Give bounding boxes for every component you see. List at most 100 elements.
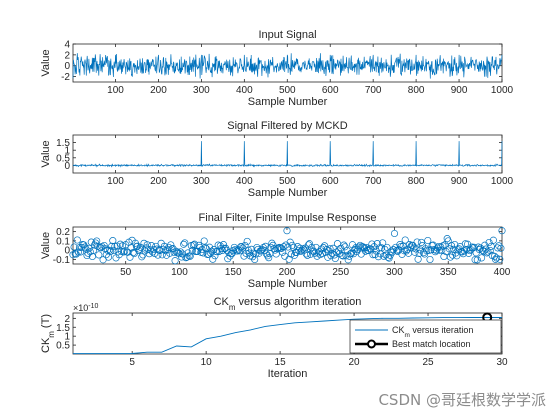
- data-point: [141, 247, 149, 255]
- data-point: [86, 248, 94, 256]
- y-tick-label: 1.5: [56, 323, 70, 334]
- data-point: [439, 242, 447, 250]
- data-point: [217, 244, 225, 252]
- data-point: [201, 244, 209, 252]
- data-point: [473, 256, 481, 264]
- x-tick-label: 300: [193, 85, 210, 96]
- data-point: [285, 255, 293, 263]
- data-point: [70, 243, 78, 251]
- data-point: [390, 229, 399, 238]
- data-point: [469, 244, 477, 252]
- x-tick-label: 30: [496, 357, 508, 368]
- y-tick-label: 0: [64, 61, 70, 72]
- data-point: [262, 250, 271, 258]
- x-tick-label: 600: [322, 85, 339, 96]
- data-point: [238, 243, 246, 251]
- data-point: [119, 248, 128, 256]
- data-point: [211, 252, 219, 260]
- data-point: [159, 245, 167, 253]
- data-point: [200, 237, 208, 245]
- data-point: [344, 256, 352, 264]
- data-point: [358, 243, 366, 251]
- data-point: [471, 256, 479, 264]
- data-point: [484, 248, 492, 256]
- chart-title: Signal Filtered by MCKD: [227, 120, 347, 132]
- data-point: [221, 245, 229, 253]
- data-point: [121, 247, 129, 256]
- data-point: [426, 255, 434, 264]
- series-line: [72, 141, 503, 168]
- data-point: [188, 247, 196, 255]
- y-tick-label: -2: [61, 72, 70, 83]
- data-point: [368, 240, 376, 248]
- y-axis-label: Value: [40, 140, 52, 167]
- plot-area: [72, 141, 503, 168]
- data-point: [288, 241, 296, 249]
- legend-circle-icon: [367, 339, 376, 349]
- data-point: [181, 239, 189, 247]
- chart-title: Final Filter, Finite Impulse Response: [199, 212, 377, 224]
- data-point: [373, 240, 381, 248]
- data-point: [272, 250, 280, 258]
- data-point: [138, 253, 146, 261]
- data-point: [115, 251, 123, 259]
- data-point: [498, 227, 506, 235]
- plot-area: [72, 53, 503, 79]
- x-tick-label: 500: [279, 85, 296, 96]
- y-tick-label: 1: [64, 146, 70, 157]
- data-point: [461, 240, 469, 248]
- x-tick-label: 200: [279, 267, 296, 278]
- data-point: [478, 254, 486, 262]
- chart-title: CKm versus algorithm iteration: [214, 296, 362, 312]
- legend-label-ck: CKm versus iteration: [392, 325, 473, 339]
- y-tick-label: 0: [64, 161, 70, 172]
- data-point: [417, 238, 425, 246]
- y-tick-label: 4: [64, 40, 70, 51]
- legend-label-best-match: Best match location: [392, 339, 471, 349]
- data-point: [241, 241, 249, 250]
- data-point: [400, 247, 408, 255]
- x-tick-label: 700: [365, 85, 382, 96]
- data-point: [219, 241, 228, 249]
- x-tick-label: 400: [494, 267, 511, 278]
- data-point: [154, 251, 162, 259]
- data-point: [302, 250, 310, 258]
- data-point: [450, 245, 458, 253]
- data-point: [106, 246, 114, 254]
- legend-box: [349, 319, 502, 354]
- data-point: [378, 244, 386, 252]
- data-point: [381, 245, 389, 253]
- data-point: [95, 251, 103, 259]
- data-point: [251, 255, 259, 264]
- data-point: [310, 247, 318, 255]
- data-point: [346, 250, 354, 258]
- y-axis-label: CKm (T): [40, 314, 56, 353]
- data-point: [490, 252, 499, 260]
- data-point: [379, 239, 387, 247]
- data-point: [496, 255, 504, 263]
- y-tick-label: 0.5: [56, 341, 70, 352]
- data-point: [171, 257, 179, 265]
- data-point: [78, 243, 86, 252]
- data-point: [305, 240, 314, 248]
- data-point: [108, 242, 116, 250]
- y-tick-label: 0.1: [56, 236, 70, 247]
- x-tick-label: 900: [451, 176, 468, 187]
- data-point: [308, 243, 316, 252]
- chart-filtered-signal: 100 200 300 400 500 600 700 800 900 1000 00.511.5 S…: [40, 120, 514, 199]
- data-point: [326, 245, 334, 253]
- data-point: [264, 252, 272, 260]
- data-point: [151, 249, 159, 258]
- x-tick-label: 200: [150, 176, 167, 187]
- data-point: [427, 246, 435, 254]
- data-point: [341, 243, 349, 251]
- data-point: [140, 239, 148, 247]
- data-point: [485, 238, 493, 247]
- x-tick-label: 1000: [491, 176, 514, 187]
- x-tick-label: 700: [365, 176, 382, 187]
- data-point: [489, 236, 497, 244]
- data-point: [444, 237, 452, 245]
- chart-title: Input Signal: [258, 29, 316, 41]
